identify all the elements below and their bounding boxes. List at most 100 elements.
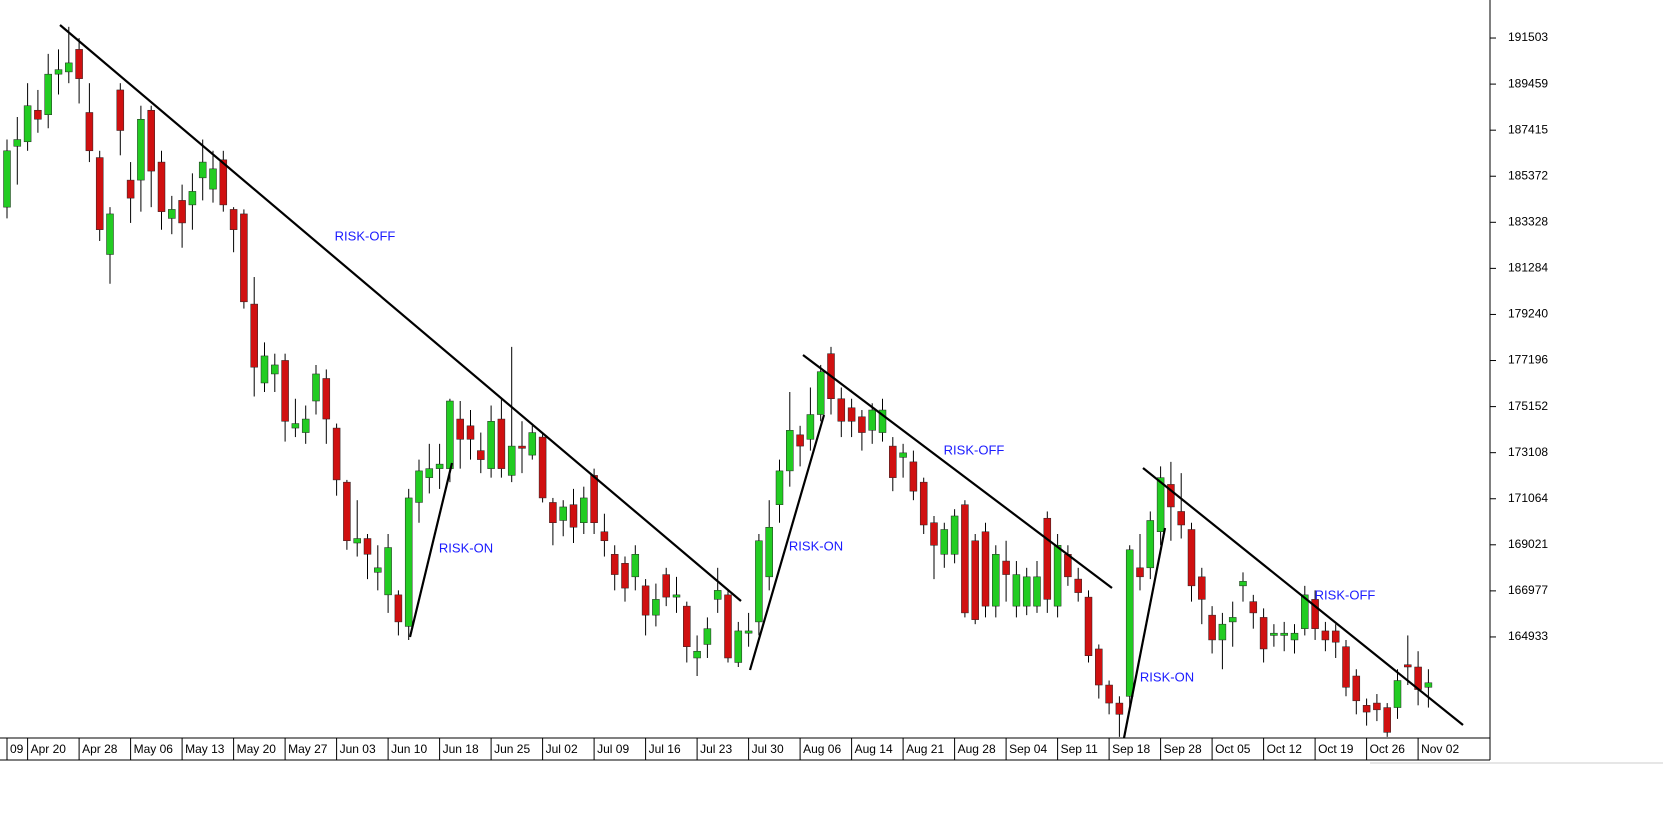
candle-body	[1393, 680, 1402, 708]
candle-body	[1002, 560, 1010, 575]
candle-body	[301, 418, 310, 433]
candle-body	[1404, 664, 1412, 668]
candle-body	[404, 497, 413, 627]
candle-body	[260, 355, 269, 384]
candle-body	[332, 427, 341, 481]
candle-body	[590, 475, 598, 523]
y-tick-label: 181284	[1508, 261, 1548, 275]
candle-body	[1053, 545, 1062, 607]
x-tick-label: Jul 16	[649, 742, 681, 756]
x-tick-label: Jul 02	[546, 742, 578, 756]
candle-body	[621, 563, 629, 589]
candle-body	[755, 540, 763, 623]
candle-body	[281, 360, 289, 422]
candle-body	[322, 378, 331, 420]
candle-body	[878, 409, 887, 433]
trend-line	[802, 354, 1113, 589]
x-tick-label: Jul 09	[597, 742, 629, 756]
candle-body	[353, 538, 361, 544]
candle-body	[271, 364, 279, 375]
annotation: RISK-ON	[1140, 669, 1194, 684]
x-tick-label: Jun 10	[391, 742, 427, 756]
y-tick-label: 173108	[1508, 445, 1548, 459]
annotation: RISK-OFF	[944, 442, 1005, 457]
candle-body	[137, 118, 145, 181]
candle-body	[1270, 632, 1278, 636]
candle-body	[549, 502, 557, 523]
candle-body	[992, 554, 1000, 607]
annotation: RISK-ON	[789, 538, 843, 553]
y-tick-label: 185372	[1508, 168, 1548, 182]
candle-body	[672, 594, 681, 598]
candle-body	[1105, 684, 1113, 704]
candle-body	[23, 105, 32, 143]
candle-body	[106, 213, 114, 255]
x-tick-label: Aug 28	[958, 742, 996, 756]
candle-body	[1218, 623, 1227, 641]
x-tick-label: Oct 12	[1267, 742, 1303, 756]
candle-body	[1187, 529, 1196, 587]
candle-body	[168, 209, 176, 219]
candle-body	[600, 531, 609, 542]
candle-body	[1239, 581, 1247, 587]
annotation: RISK-OFF	[335, 228, 396, 243]
candle-body	[919, 481, 928, 526]
candle-body	[209, 168, 217, 190]
x-tick-label: Nov 02	[1421, 742, 1459, 756]
candle-body	[713, 590, 722, 600]
candle-body	[765, 526, 773, 578]
y-tick-label: 183328	[1508, 214, 1548, 228]
candle-body	[1280, 632, 1288, 636]
candle-body	[291, 423, 300, 429]
y-tick-label: 179240	[1508, 307, 1548, 321]
candle-body	[1043, 517, 1052, 600]
x-tick-label: Apr 20	[31, 742, 67, 756]
x-tick-label: Sep 18	[1112, 742, 1150, 756]
candle-body	[1146, 520, 1155, 569]
candle-body	[1033, 576, 1041, 607]
candle-body	[806, 414, 815, 440]
candle-body	[1095, 648, 1103, 686]
candle-body	[703, 628, 712, 645]
trend-line	[408, 462, 454, 638]
candle-body	[312, 373, 320, 402]
candle-body	[889, 445, 897, 478]
candle-body	[250, 303, 258, 368]
candle-body	[240, 213, 248, 303]
candle-body	[796, 434, 804, 447]
y-tick-label: 189459	[1508, 76, 1548, 90]
candle-body	[837, 398, 846, 422]
candle-body	[75, 49, 83, 79]
x-tick-label: Jul 23	[700, 742, 732, 756]
candle-body	[786, 430, 794, 472]
x-tick-label: Oct 19	[1318, 742, 1354, 756]
x-tick-label: Oct 05	[1215, 742, 1251, 756]
candle-body	[1012, 574, 1021, 607]
annotation: RISK-OFF	[1315, 587, 1376, 602]
candle-body	[497, 418, 506, 469]
candle-body	[610, 554, 619, 575]
candle-body	[456, 418, 464, 440]
candle-body	[1115, 702, 1124, 715]
candle-body	[188, 191, 197, 206]
candle-body	[13, 139, 22, 147]
candle-body	[343, 481, 351, 542]
candle-body	[126, 179, 135, 199]
candle-body	[1022, 576, 1031, 607]
candle-body	[1074, 578, 1082, 593]
candle-body	[44, 73, 52, 115]
trend-line	[1142, 467, 1464, 726]
candle-body	[507, 445, 516, 476]
candle-body	[775, 470, 784, 505]
y-tick-label: 191503	[1508, 30, 1548, 44]
x-tick-label: May 06	[134, 742, 174, 756]
candle-body	[961, 504, 969, 614]
candle-body	[744, 630, 753, 634]
candle-body	[415, 470, 423, 503]
annotation: RISK-ON	[439, 540, 493, 555]
candle-body	[178, 200, 186, 224]
candle-body	[724, 594, 732, 659]
candle-body	[1362, 705, 1371, 713]
candle-body	[157, 161, 166, 212]
